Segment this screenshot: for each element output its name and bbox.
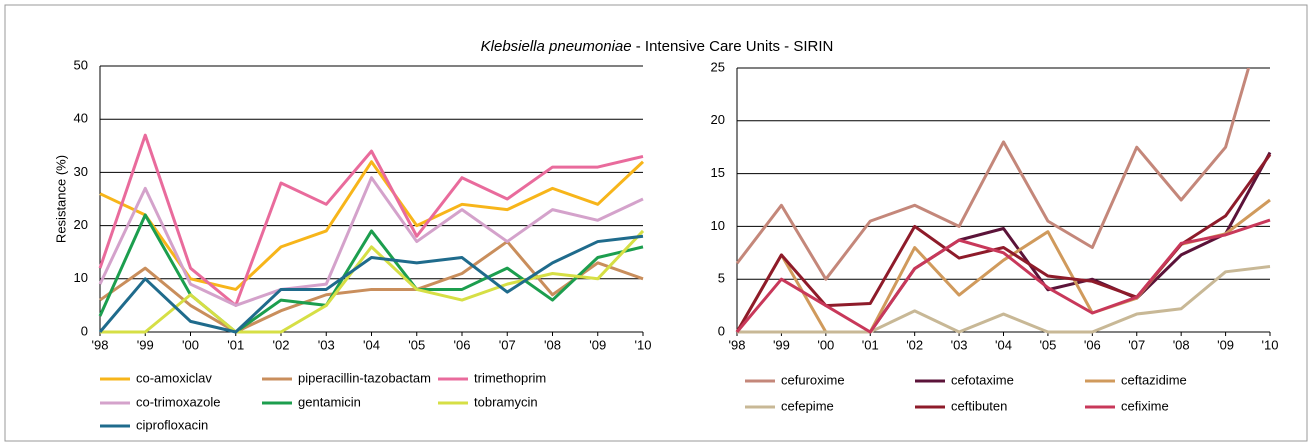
plot <box>98 133 645 334</box>
x-tick-label: '03 <box>318 337 335 352</box>
series-line <box>99 160 645 291</box>
y-tick-label: 10 <box>74 270 88 285</box>
series-line <box>100 229 645 334</box>
x-tick-label: '00 <box>182 337 199 352</box>
x-tick-label: '02 <box>273 337 290 352</box>
x-tick-label: '02 <box>906 337 923 352</box>
y-tick-label: 40 <box>74 111 88 126</box>
frame <box>4 4 1308 442</box>
legend-label: ceftazidime <box>1121 372 1187 387</box>
x-tick-label: '98 <box>729 337 746 352</box>
legend-label: trimethoprim <box>474 370 546 385</box>
legend-label: cefuroxime <box>781 372 845 387</box>
y-tick-label: 10 <box>711 218 725 233</box>
legend-label: piperacillin-tazobactam <box>298 370 431 385</box>
y-axis-label: Resistance (%) <box>53 155 68 243</box>
y-tick-label: 20 <box>711 112 725 127</box>
x-tick-label: '01 <box>862 337 879 352</box>
legend-label: co-trimoxazole <box>136 394 221 409</box>
legend-label: ceftibuten <box>951 398 1007 413</box>
x-tick-label: '08 <box>544 337 561 352</box>
legend-label: cefixime <box>1121 398 1169 413</box>
x-tick-label: '99 <box>137 337 154 352</box>
series-line <box>98 234 644 334</box>
x-tick-label: '07 <box>1128 337 1145 352</box>
title-rest: - Intensive Care Units - SIRIN <box>632 38 834 55</box>
legend-label: tobramycin <box>474 394 538 409</box>
x-tick-label: '06 <box>454 337 471 352</box>
x-tick-label: '05 <box>1039 337 1056 352</box>
legend-label: co-amoxiclav <box>136 370 212 385</box>
legend-label: ciprofloxacin <box>136 417 208 432</box>
legend-label: gentamicin <box>298 394 361 409</box>
x-tick-label: '04 <box>363 337 380 352</box>
y-tick-label: 30 <box>74 164 88 179</box>
series-line <box>735 218 1271 334</box>
legend-label: cefotaxime <box>951 372 1014 387</box>
x-tick-label: '06 <box>1084 337 1101 352</box>
x-tick-label: '00 <box>817 337 834 352</box>
x-tick-label: '03 <box>951 337 968 352</box>
y-tick-label: 15 <box>711 165 725 180</box>
title-italic: Klebsiella pneumoniae <box>481 38 632 55</box>
y-tick-label: 0 <box>81 323 88 338</box>
series-line <box>99 240 644 334</box>
x-tick-label: '08 <box>1173 337 1190 352</box>
y-tick-label: 25 <box>711 59 725 74</box>
y-tick-label: 20 <box>74 217 88 232</box>
x-tick-label: '01 <box>227 337 244 352</box>
x-tick-label: '10 <box>1262 337 1279 352</box>
x-tick-label: '07 <box>499 337 516 352</box>
x-tick-label: '04 <box>995 337 1012 352</box>
series-line <box>735 68 1251 281</box>
x-tick-label: '98 <box>92 337 109 352</box>
y-tick-label: 0 <box>718 323 725 338</box>
x-tick-label: '05 <box>408 337 425 352</box>
series-line <box>98 176 644 307</box>
x-tick-label: '10 <box>635 337 652 352</box>
y-tick-label: 5 <box>718 271 725 286</box>
title: Klebsiella pneumoniae - Intensive Care U… <box>481 38 834 55</box>
series-line <box>737 265 1271 334</box>
series-line <box>98 133 644 307</box>
y-tick-label: 50 <box>74 57 88 72</box>
x-tick-label: '09 <box>1217 337 1234 352</box>
x-tick-label: '09 <box>589 337 606 352</box>
x-tick-label: '99 <box>773 337 790 352</box>
plot <box>735 68 1272 334</box>
legend-label: cefepime <box>781 398 834 413</box>
